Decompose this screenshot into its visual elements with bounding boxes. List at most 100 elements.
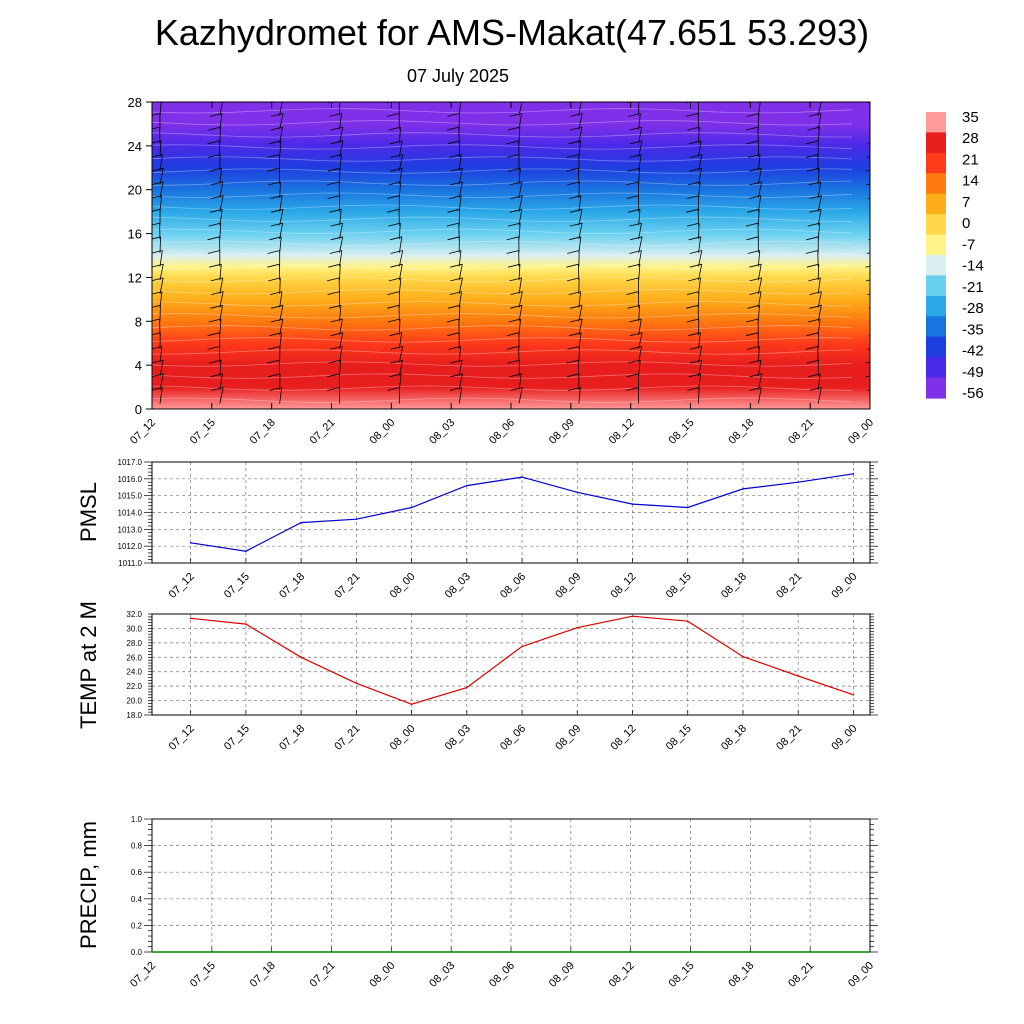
wind-barb-feather (328, 359, 341, 364)
data-point (631, 615, 634, 617)
heat-y-tick-label: 24 (128, 139, 142, 154)
wind-barb (219, 181, 224, 199)
y-tick-label: 22.0 (126, 682, 142, 691)
wind-barb-feather (686, 304, 699, 309)
y-tick-label: 18.0 (126, 711, 142, 720)
wind-barb (757, 387, 762, 404)
wind-barb-feather (507, 359, 520, 364)
wind-barb-feather (567, 181, 580, 186)
wind-barb-feather (387, 387, 400, 391)
wind-barb-feather (210, 373, 223, 378)
wind-barb-feather (506, 154, 519, 158)
wind-barb-feather (152, 236, 161, 240)
wind-barb-feather (152, 113, 160, 116)
data-point (521, 476, 523, 478)
colorbar-swatch (926, 316, 946, 338)
wind-barb (638, 113, 641, 130)
panel-frame (151, 613, 871, 716)
wind-barb (878, 209, 881, 225)
wind-barb (757, 113, 760, 130)
wind-barb-feather (689, 250, 702, 254)
heat-x-tick-label: 08_18 (726, 417, 756, 447)
x-tick-label: 08_15 (667, 960, 697, 990)
wind-barb-feather (450, 373, 463, 378)
wind-barb (878, 223, 881, 239)
y-tick-label: 0.0 (131, 948, 143, 957)
x-tick-label: 08_15 (664, 723, 694, 753)
x-tick-label: 07_12 (167, 571, 197, 601)
wind-barb-feather (152, 181, 164, 186)
x-tick-label: 08_12 (609, 723, 639, 753)
wind-barb (817, 127, 820, 144)
contour-line (152, 180, 853, 186)
colorbar-swatch (926, 255, 946, 276)
y-axis-title: PRECIP, mm (76, 821, 101, 949)
wind-barb-feather (450, 277, 463, 282)
wind-barb (339, 168, 341, 185)
wind-barb (817, 277, 821, 294)
wind-barb-feather (447, 140, 460, 145)
x-tick-label: 08_00 (388, 571, 418, 601)
wind-barb-feather (567, 250, 580, 254)
wind-barb-feather (627, 263, 640, 268)
wind-barb-feather (689, 154, 702, 158)
wind-barb-feather (749, 167, 762, 172)
wind-barb (159, 346, 163, 363)
wind-barb (698, 277, 701, 294)
colorbar-swatch (926, 173, 946, 195)
wind-barb (339, 154, 343, 171)
contour-line (152, 216, 853, 222)
wind-barb-feather (869, 129, 870, 131)
wind-barb-feather (570, 222, 583, 227)
wind-barb (159, 236, 161, 253)
wind-barb-feather (745, 126, 758, 131)
wind-barb-feather (270, 208, 284, 213)
wind-barb-feather (446, 126, 459, 131)
wind-barb-feather (869, 211, 870, 213)
wind-barb-feather (568, 387, 581, 391)
wind-barb-feather (865, 361, 870, 364)
wind-barb (578, 305, 583, 322)
heat-x-tick-label: 08_06 (487, 417, 517, 447)
wind-barb (878, 251, 879, 267)
colorbar-swatch (926, 112, 946, 133)
wind-barb (159, 181, 164, 199)
wind-barb-feather (566, 373, 579, 378)
wind-barb-feather (806, 332, 819, 337)
contour-line (152, 313, 853, 319)
wind-barb (398, 277, 402, 294)
wind-barb-feather (327, 181, 340, 186)
x-tick-label: 08_03 (427, 960, 457, 990)
grid-lines (152, 613, 870, 716)
wind-barb (339, 140, 344, 157)
wind-barb-feather (270, 126, 283, 131)
wind-barb-feather (747, 304, 760, 309)
wind-barb-feather (808, 318, 821, 323)
wind-barb (638, 346, 642, 363)
wind-barb (398, 140, 403, 157)
x-tick-label: 07_18 (277, 571, 307, 601)
colorbar-label: -28 (962, 300, 984, 317)
wind-barb (698, 346, 703, 363)
wind-barb-feather (208, 126, 221, 131)
wind-barb-feather (207, 140, 220, 145)
wind-barb-feather (808, 181, 821, 186)
wind-barb-feather (152, 332, 161, 336)
wind-barb-feather (267, 250, 280, 254)
colorbar-label: 28 (962, 130, 979, 147)
colorbar-swatch (926, 377, 946, 399)
wind-barb-feather (809, 208, 822, 213)
wind-barb-feather (152, 304, 161, 308)
wind-barb-feather (207, 154, 221, 158)
x-tick-label: 08_21 (774, 723, 804, 753)
x-tick-label: 09_00 (829, 723, 859, 753)
wind-barb-feather (450, 181, 463, 186)
wind-barb (219, 291, 224, 308)
colorbar-label: 0 (962, 215, 970, 232)
wind-barb (159, 277, 164, 294)
wind-barb-feather (327, 373, 340, 378)
wind-barb-feather (270, 318, 283, 323)
contour-line (152, 301, 853, 307)
data-point (852, 473, 855, 475)
x-tick-label: 07_18 (248, 960, 278, 990)
